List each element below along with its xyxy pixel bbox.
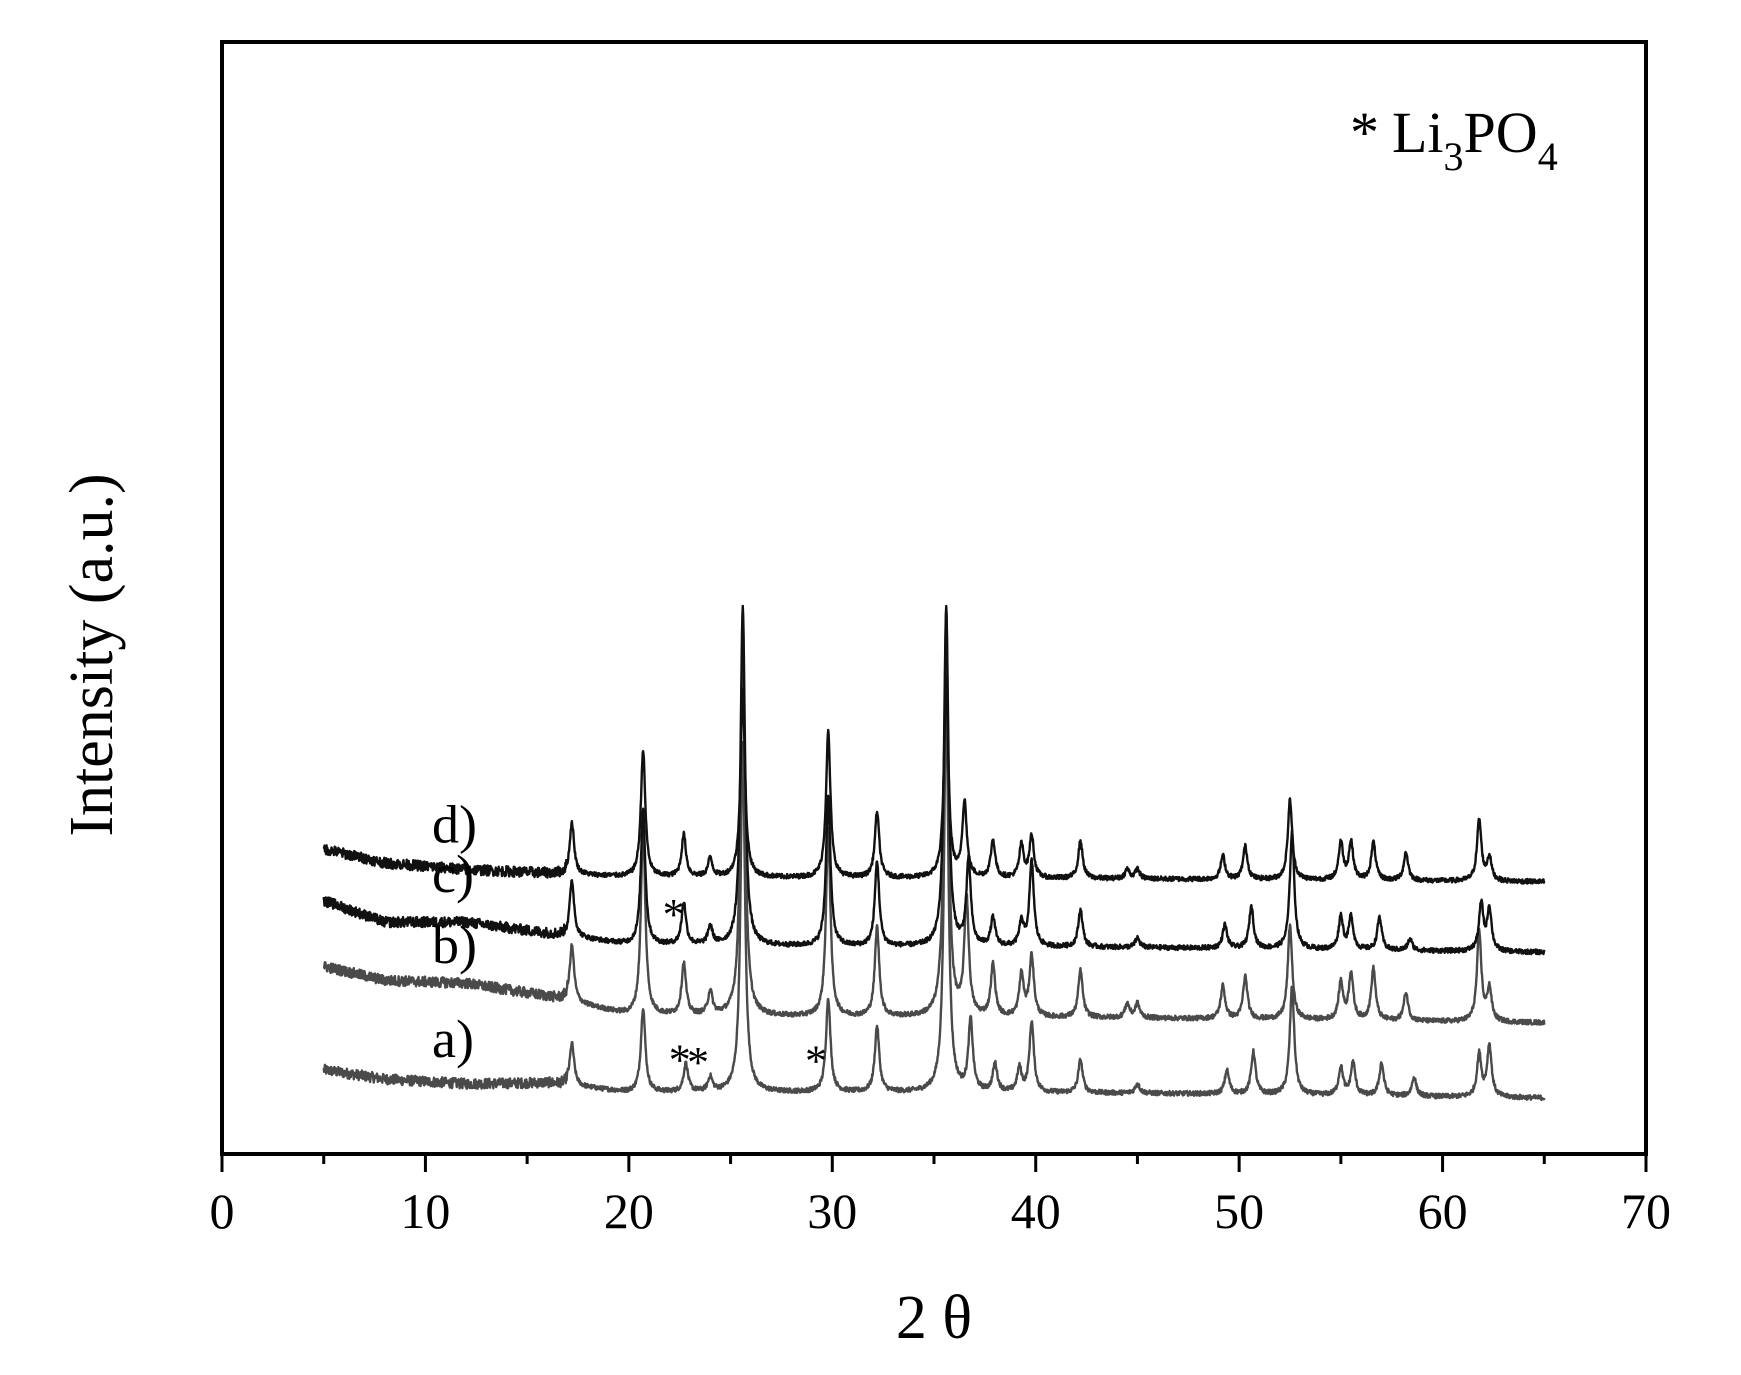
legend: * Li3PO4	[1350, 100, 1558, 179]
x-tick-label: 30	[807, 1183, 857, 1239]
series-label: a)	[432, 1009, 474, 1069]
series-line-3	[322, 675, 1546, 885]
x-axis-ticks	[220, 1154, 1648, 1172]
legend-sub-4: 4	[1538, 134, 1558, 179]
x-tick-label: 50	[1214, 1183, 1264, 1239]
x-axis-tick-labels: 0 10 20 30 40 50 60 70	[210, 1183, 1672, 1239]
x-tick-label: 10	[400, 1183, 450, 1239]
series-label: b)	[432, 915, 477, 975]
legend-sub-3: 3	[1444, 134, 1464, 179]
x-tick-label: 70	[1621, 1183, 1671, 1239]
legend-label: Li3PO4	[1392, 100, 1558, 179]
y-axis-title: Intensity (a.u.)	[58, 473, 126, 836]
x-tick-label: 0	[210, 1183, 235, 1239]
series-layer	[322, 604, 1546, 1102]
legend-po: PO	[1464, 100, 1538, 165]
curve-label-layer: a) b) c)d)	[432, 795, 477, 1069]
legend-marker: *	[1350, 100, 1379, 165]
series-label: d)	[432, 795, 477, 855]
series-line-1	[322, 608, 1546, 1026]
impurity-marker-layer: ** **	[663, 890, 827, 1087]
legend-li: Li	[1392, 100, 1444, 165]
series-line-0	[322, 697, 1546, 1102]
x-tick-label: 60	[1418, 1183, 1468, 1239]
impurity-marker: *	[687, 1038, 709, 1087]
impurity-marker: *	[669, 1036, 691, 1085]
impurity-marker: *	[805, 1036, 827, 1085]
series-line-2	[322, 604, 1546, 956]
x-axis-title: 2 θ	[896, 1284, 972, 1352]
impurity-marker: *	[663, 890, 685, 939]
x-tick-label: 20	[604, 1183, 654, 1239]
x-tick-label: 40	[1011, 1183, 1061, 1239]
series-label: c)	[432, 844, 474, 904]
